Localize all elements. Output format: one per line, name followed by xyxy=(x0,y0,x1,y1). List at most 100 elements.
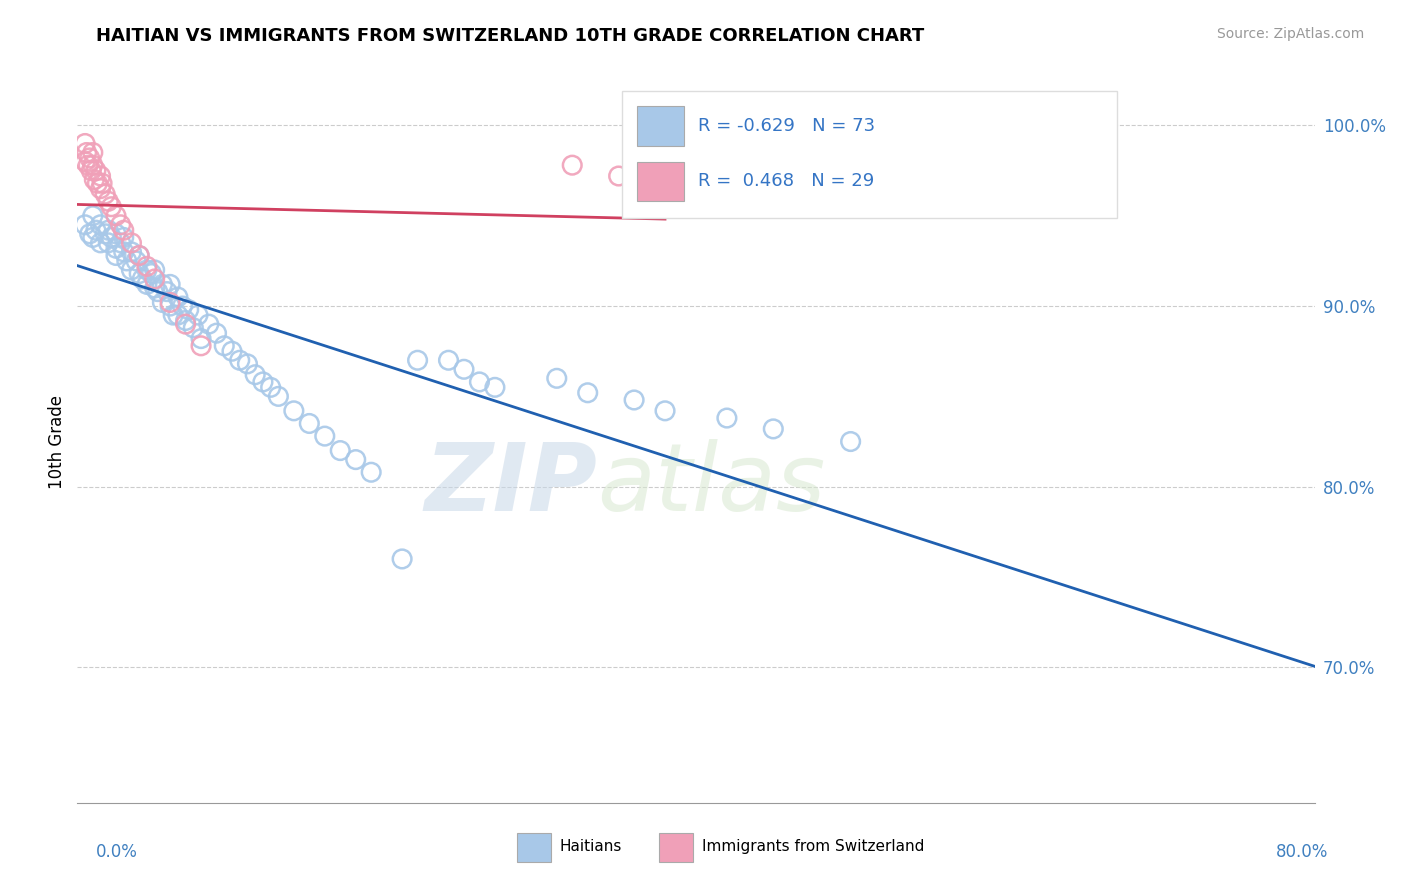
Point xyxy=(391,552,413,566)
Point xyxy=(128,248,150,262)
Point xyxy=(159,295,181,310)
Text: Haitians: Haitians xyxy=(560,838,623,854)
Point xyxy=(100,200,122,214)
Point xyxy=(152,295,174,310)
Point xyxy=(136,263,159,277)
Point xyxy=(406,353,429,368)
Point xyxy=(97,235,120,250)
Point xyxy=(100,230,122,244)
Point xyxy=(762,422,785,436)
Point xyxy=(128,267,150,281)
Point xyxy=(167,308,190,322)
Point xyxy=(82,158,104,172)
Point xyxy=(344,452,367,467)
Point xyxy=(125,253,148,268)
Point xyxy=(177,302,200,317)
FancyBboxPatch shape xyxy=(637,161,683,202)
Point xyxy=(112,230,135,244)
Point xyxy=(146,285,169,299)
Point xyxy=(121,244,143,259)
Point xyxy=(110,218,132,232)
Point xyxy=(79,227,101,241)
Point xyxy=(839,434,862,449)
Point xyxy=(83,172,105,186)
Point xyxy=(105,248,127,262)
Point xyxy=(94,227,117,241)
Point xyxy=(172,299,194,313)
Point xyxy=(90,235,111,250)
FancyBboxPatch shape xyxy=(659,833,693,862)
Point xyxy=(236,357,259,371)
Point xyxy=(607,169,630,183)
Point xyxy=(252,375,274,389)
Point xyxy=(198,317,221,331)
Point xyxy=(205,326,228,340)
Point xyxy=(576,385,599,400)
Point xyxy=(183,320,205,334)
Point xyxy=(90,218,111,232)
Point xyxy=(283,404,305,418)
Point xyxy=(121,235,143,250)
FancyBboxPatch shape xyxy=(516,833,551,862)
Text: 80.0%: 80.0% xyxy=(1277,843,1329,861)
Point xyxy=(174,317,197,331)
Point xyxy=(437,353,460,368)
Point xyxy=(190,339,212,353)
Point xyxy=(143,272,166,286)
Y-axis label: 10th Grade: 10th Grade xyxy=(48,394,66,489)
Point xyxy=(115,253,138,268)
Point xyxy=(159,277,181,292)
Point xyxy=(97,194,120,209)
Point xyxy=(84,163,107,178)
Point xyxy=(152,277,174,292)
Point xyxy=(82,230,104,244)
Point xyxy=(561,158,583,172)
Point xyxy=(90,181,111,195)
Point xyxy=(190,332,212,346)
FancyBboxPatch shape xyxy=(621,91,1116,218)
Point xyxy=(121,263,143,277)
Point xyxy=(136,277,159,292)
Point xyxy=(128,248,150,262)
Point xyxy=(75,136,96,151)
Point xyxy=(623,392,645,407)
Point xyxy=(86,176,108,190)
Point xyxy=(105,241,127,255)
Point xyxy=(167,290,190,304)
Point xyxy=(221,344,243,359)
Point xyxy=(156,285,179,299)
Point xyxy=(187,308,209,322)
Point xyxy=(141,267,163,281)
Point xyxy=(77,158,100,172)
Text: 0.0%: 0.0% xyxy=(96,843,138,861)
Text: Source: ZipAtlas.com: Source: ZipAtlas.com xyxy=(1216,27,1364,41)
Point xyxy=(314,429,336,443)
Text: ZIP: ZIP xyxy=(425,439,598,531)
Point xyxy=(84,223,107,237)
Point xyxy=(245,368,267,382)
Point xyxy=(105,209,127,223)
Point xyxy=(716,411,738,425)
Point xyxy=(546,371,568,385)
Point xyxy=(329,443,352,458)
Text: Immigrants from Switzerland: Immigrants from Switzerland xyxy=(702,838,925,854)
Point xyxy=(267,389,290,403)
FancyBboxPatch shape xyxy=(637,106,683,145)
Point xyxy=(214,339,236,353)
Point xyxy=(484,380,506,394)
Text: R = -0.629   N = 73: R = -0.629 N = 73 xyxy=(699,117,876,135)
Point xyxy=(79,151,101,165)
Point xyxy=(143,263,166,277)
Point xyxy=(110,235,132,250)
Point xyxy=(82,145,104,160)
Point xyxy=(654,404,676,418)
Point xyxy=(75,218,96,232)
Point xyxy=(174,313,197,327)
Point xyxy=(91,176,114,190)
Point xyxy=(453,362,475,376)
Point xyxy=(90,169,111,183)
Point xyxy=(298,417,321,431)
Point xyxy=(82,209,104,223)
Point xyxy=(159,299,181,313)
Point xyxy=(80,163,103,178)
